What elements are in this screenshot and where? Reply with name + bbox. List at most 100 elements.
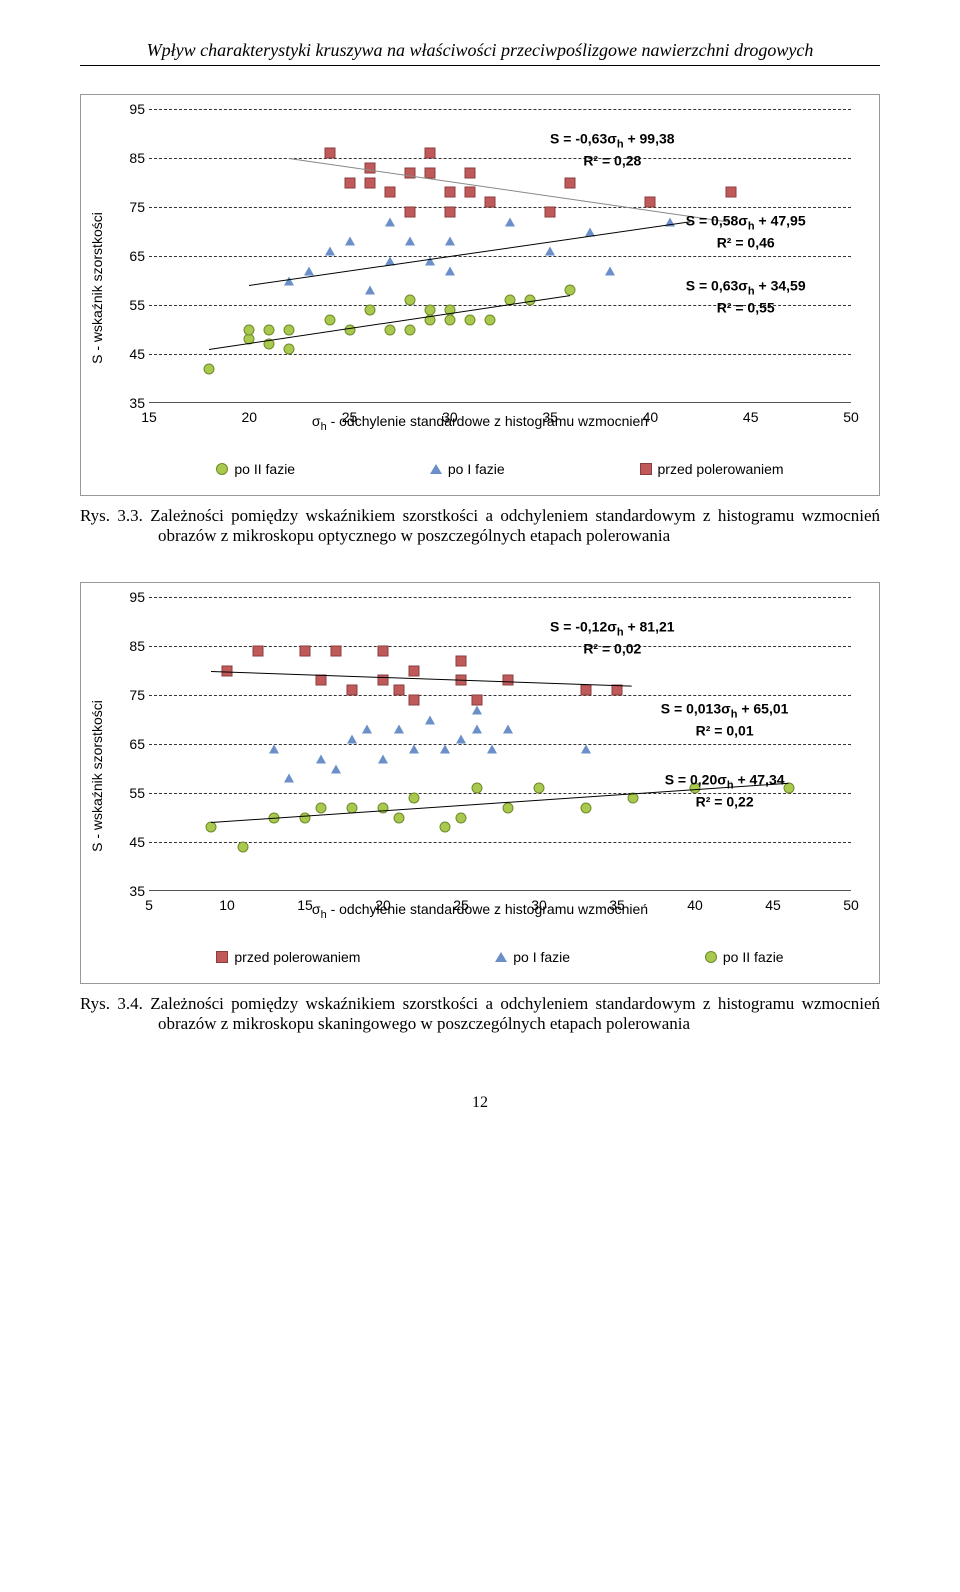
data-point	[364, 304, 375, 315]
data-point	[409, 792, 420, 803]
data-point	[364, 177, 375, 188]
data-point	[404, 206, 415, 217]
data-point	[440, 744, 450, 753]
caption-2-text: Zależności pomiędzy wskaźnikiem szorstko…	[150, 994, 880, 1033]
data-point	[237, 841, 248, 852]
y-tick: 55	[117, 297, 145, 313]
data-point	[581, 744, 591, 753]
data-point	[405, 237, 415, 246]
data-point	[409, 665, 420, 676]
y-tick: 75	[117, 199, 145, 215]
gridline	[149, 842, 851, 843]
equation-label: S = 0,013σh + 65,01R² = 0,01	[661, 701, 789, 740]
chart-1-legend: po II fazie po I fazie przed polerowaniem	[149, 461, 851, 477]
data-point	[425, 715, 435, 724]
data-point	[325, 247, 335, 256]
legend-item: przed polerowaniem	[216, 949, 360, 965]
data-point	[362, 725, 372, 734]
data-point	[445, 237, 455, 246]
gridline	[149, 354, 851, 355]
data-point	[346, 685, 357, 696]
chart-2-y-label: S - wskaźnik szorstkości	[89, 700, 105, 852]
data-point	[424, 167, 435, 178]
chart-2-x-axis	[149, 890, 851, 891]
gridline	[149, 597, 851, 598]
legend-item: po II fazie	[216, 461, 295, 477]
data-point	[378, 754, 388, 763]
data-point	[315, 802, 326, 813]
data-point	[394, 725, 404, 734]
data-point	[393, 812, 404, 823]
data-point	[324, 314, 335, 325]
data-point	[253, 645, 264, 656]
data-point	[471, 694, 482, 705]
data-point	[487, 744, 497, 753]
y-tick: 75	[117, 687, 145, 703]
data-point	[503, 725, 513, 734]
page-number: 12	[80, 1094, 880, 1112]
square-icon	[216, 951, 228, 963]
data-point	[445, 266, 455, 275]
data-point	[347, 735, 357, 744]
data-point	[331, 764, 341, 773]
data-point	[440, 822, 451, 833]
caption-1: Rys. 3.3. Zależności pomiędzy wskaźnikie…	[80, 506, 880, 546]
chart-2-plot-area: 354555657585955101520253035404550S = -0,…	[149, 597, 851, 891]
data-point	[304, 266, 314, 275]
data-point	[645, 197, 656, 208]
header-divider	[80, 65, 880, 66]
data-point	[565, 285, 576, 296]
data-point	[464, 314, 475, 325]
data-point	[472, 725, 482, 734]
data-point	[204, 363, 215, 374]
legend-item: przed polerowaniem	[640, 461, 784, 477]
data-point	[345, 237, 355, 246]
data-point	[456, 735, 466, 744]
data-point	[444, 187, 455, 198]
data-point	[365, 286, 375, 295]
equation-label: S = 0,20σh + 47,34R² = 0,22	[665, 772, 785, 811]
chart-2-legend: przed polerowaniem po I fazie po II fazie	[149, 949, 851, 965]
data-point	[484, 197, 495, 208]
data-point	[393, 685, 404, 696]
data-point	[269, 744, 279, 753]
data-point	[580, 802, 591, 813]
y-tick: 85	[117, 638, 145, 654]
caption-1-label: Rys. 3.3.	[80, 506, 143, 525]
data-point	[404, 324, 415, 335]
data-point	[580, 685, 591, 696]
data-point	[364, 162, 375, 173]
y-tick: 95	[117, 101, 145, 117]
equation-label: S = 0,58σh + 47,95R² = 0,46	[686, 213, 806, 252]
chart-1-y-label: S - wskaźnik szorstkości	[89, 212, 105, 364]
page-header-title: Wpływ charakterystyki kruszywa na właści…	[80, 40, 880, 61]
data-point	[502, 802, 513, 813]
data-point	[300, 645, 311, 656]
triangle-icon	[495, 952, 507, 962]
legend-label: po II fazie	[723, 949, 784, 965]
equation-label: S = 0,63σh + 34,59R² = 0,55	[686, 278, 806, 317]
gridline	[149, 744, 851, 745]
chart-1-x-axis	[149, 402, 851, 403]
gridline	[149, 207, 851, 208]
data-point	[725, 187, 736, 198]
chart-2: S - wskaźnik szorstkości 354555657585955…	[89, 589, 871, 979]
data-point	[472, 705, 482, 714]
chart-1-container: S - wskaźnik szorstkości 354555657585951…	[80, 94, 880, 496]
data-point	[344, 177, 355, 188]
triangle-icon	[430, 464, 442, 474]
data-point	[545, 206, 556, 217]
legend-item: po II fazie	[705, 949, 784, 965]
data-point	[471, 783, 482, 794]
data-point	[545, 247, 555, 256]
data-point	[284, 344, 295, 355]
gridline	[149, 109, 851, 110]
trend-line	[249, 222, 690, 287]
legend-label: po I fazie	[448, 461, 505, 477]
data-point	[315, 675, 326, 686]
legend-item: po I fazie	[495, 949, 570, 965]
gridline	[149, 256, 851, 257]
y-tick: 65	[117, 248, 145, 264]
data-point	[409, 744, 419, 753]
chart-1-plot-area: 354555657585951520253035404550S = -0,63σ…	[149, 109, 851, 403]
